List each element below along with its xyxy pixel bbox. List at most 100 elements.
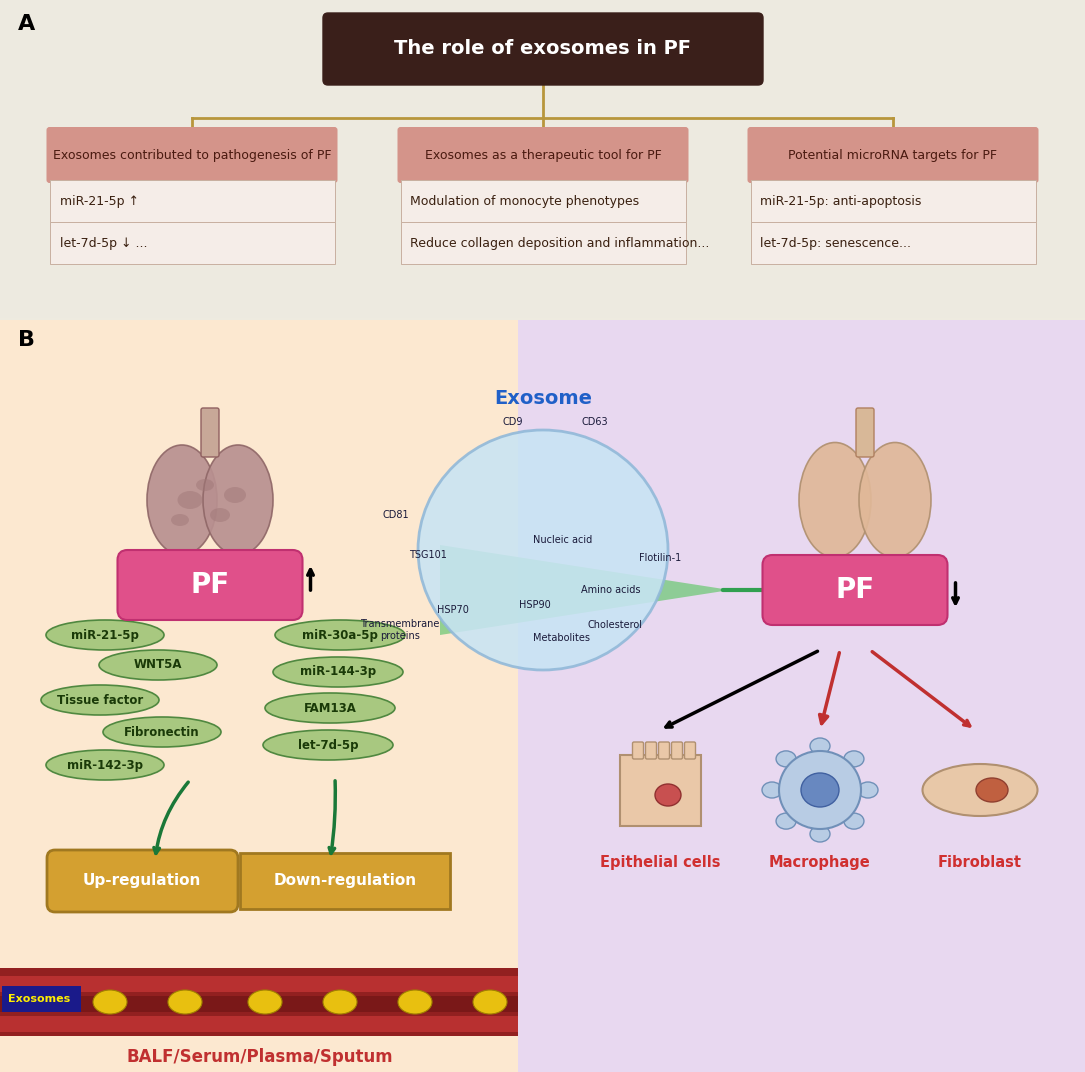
- Ellipse shape: [168, 991, 202, 1014]
- FancyBboxPatch shape: [659, 742, 669, 759]
- Text: Exosome: Exosome: [494, 389, 592, 408]
- FancyBboxPatch shape: [0, 0, 1085, 318]
- Text: BALF/Serum/Plasma/Sputum: BALF/Serum/Plasma/Sputum: [127, 1048, 393, 1066]
- Ellipse shape: [146, 445, 217, 555]
- Text: Cholesterol: Cholesterol: [587, 620, 642, 630]
- Text: Fibroblast: Fibroblast: [939, 855, 1022, 870]
- Ellipse shape: [776, 750, 796, 766]
- FancyBboxPatch shape: [672, 742, 682, 759]
- Ellipse shape: [418, 430, 668, 670]
- FancyBboxPatch shape: [620, 755, 701, 825]
- Text: Reduce collagen deposition and inflammation...: Reduce collagen deposition and inflammat…: [410, 237, 710, 250]
- Text: Down-regulation: Down-regulation: [273, 874, 417, 889]
- Ellipse shape: [93, 991, 127, 1014]
- FancyBboxPatch shape: [0, 968, 518, 1036]
- Text: Modulation of monocyte phenotypes: Modulation of monocyte phenotypes: [410, 194, 640, 208]
- FancyBboxPatch shape: [201, 408, 219, 457]
- FancyBboxPatch shape: [763, 555, 947, 625]
- FancyBboxPatch shape: [50, 180, 334, 222]
- Ellipse shape: [655, 784, 681, 806]
- Ellipse shape: [224, 487, 246, 503]
- Ellipse shape: [210, 508, 230, 522]
- Ellipse shape: [398, 991, 432, 1014]
- Text: FAM13A: FAM13A: [304, 701, 357, 715]
- Ellipse shape: [801, 773, 839, 807]
- Ellipse shape: [473, 991, 507, 1014]
- Text: Nucleic acid: Nucleic acid: [534, 535, 592, 545]
- Polygon shape: [518, 321, 1085, 1072]
- Text: A: A: [18, 14, 35, 34]
- Text: HSP70: HSP70: [437, 605, 469, 615]
- FancyBboxPatch shape: [751, 222, 1035, 264]
- Ellipse shape: [810, 827, 830, 842]
- Text: Up-regulation: Up-regulation: [82, 874, 201, 889]
- Text: B: B: [18, 330, 35, 349]
- Text: CD63: CD63: [582, 417, 609, 427]
- Ellipse shape: [844, 750, 864, 766]
- FancyBboxPatch shape: [856, 408, 875, 457]
- Text: miR-21-5p: anti-apoptosis: miR-21-5p: anti-apoptosis: [761, 194, 922, 208]
- Text: Exosomes contributed to pathogenesis of PF: Exosomes contributed to pathogenesis of …: [53, 149, 331, 162]
- Ellipse shape: [844, 814, 864, 829]
- Text: Fibronectin: Fibronectin: [124, 726, 200, 739]
- FancyBboxPatch shape: [0, 976, 518, 992]
- Text: CD81: CD81: [383, 510, 409, 520]
- Ellipse shape: [323, 991, 357, 1014]
- Ellipse shape: [203, 445, 273, 555]
- Ellipse shape: [46, 750, 164, 780]
- Text: Potential microRNA targets for PF: Potential microRNA targets for PF: [789, 149, 997, 162]
- Ellipse shape: [265, 693, 395, 723]
- Text: HSP90: HSP90: [519, 600, 551, 610]
- FancyBboxPatch shape: [0, 996, 518, 1012]
- FancyBboxPatch shape: [323, 13, 763, 85]
- Text: let-7d-5p: let-7d-5p: [297, 739, 358, 751]
- Text: PF: PF: [191, 571, 230, 599]
- Ellipse shape: [99, 650, 217, 680]
- Text: miR-144-3p: miR-144-3p: [299, 666, 376, 679]
- Ellipse shape: [248, 991, 282, 1014]
- Text: WNT5A: WNT5A: [133, 658, 182, 671]
- Text: Exosomes: Exosomes: [8, 994, 71, 1004]
- FancyBboxPatch shape: [751, 180, 1035, 222]
- Ellipse shape: [776, 814, 796, 829]
- Text: miR-142-3p: miR-142-3p: [67, 759, 143, 772]
- Ellipse shape: [810, 738, 830, 754]
- FancyBboxPatch shape: [397, 126, 689, 183]
- Ellipse shape: [858, 781, 878, 798]
- Text: Amino acids: Amino acids: [582, 585, 641, 595]
- FancyBboxPatch shape: [50, 222, 334, 264]
- Ellipse shape: [171, 513, 189, 526]
- Ellipse shape: [103, 717, 221, 747]
- Polygon shape: [0, 321, 518, 1072]
- Text: Exosomes as a therapeutic tool for PF: Exosomes as a therapeutic tool for PF: [424, 149, 662, 162]
- FancyBboxPatch shape: [0, 1016, 518, 1032]
- Text: Epithelial cells: Epithelial cells: [600, 855, 720, 870]
- Text: TSG101: TSG101: [409, 550, 447, 560]
- Text: Transmembrane
proteins: Transmembrane proteins: [360, 620, 439, 641]
- Text: miR-21-5p ↑: miR-21-5p ↑: [60, 194, 139, 208]
- Ellipse shape: [762, 781, 782, 798]
- Ellipse shape: [922, 764, 1037, 816]
- Ellipse shape: [779, 751, 861, 829]
- Ellipse shape: [263, 730, 393, 760]
- Ellipse shape: [46, 620, 164, 650]
- Ellipse shape: [196, 479, 214, 491]
- Ellipse shape: [976, 778, 1008, 802]
- FancyBboxPatch shape: [117, 550, 303, 620]
- Text: CD9: CD9: [502, 417, 523, 427]
- Text: PF: PF: [835, 576, 875, 604]
- Text: let-7d-5p: senescence...: let-7d-5p: senescence...: [761, 237, 911, 250]
- Text: let-7d-5p ↓ ...: let-7d-5p ↓ ...: [60, 237, 146, 250]
- Text: miR-21-5p: miR-21-5p: [71, 628, 139, 641]
- Text: The role of exosomes in PF: The role of exosomes in PF: [395, 40, 691, 59]
- Ellipse shape: [41, 685, 159, 715]
- FancyBboxPatch shape: [685, 742, 695, 759]
- FancyBboxPatch shape: [400, 222, 686, 264]
- Ellipse shape: [178, 491, 203, 509]
- FancyBboxPatch shape: [47, 126, 337, 183]
- Ellipse shape: [275, 620, 405, 650]
- Text: Flotilin-1: Flotilin-1: [639, 553, 681, 563]
- Text: miR-30a-5p: miR-30a-5p: [302, 628, 378, 641]
- Polygon shape: [441, 545, 730, 635]
- FancyBboxPatch shape: [47, 850, 238, 912]
